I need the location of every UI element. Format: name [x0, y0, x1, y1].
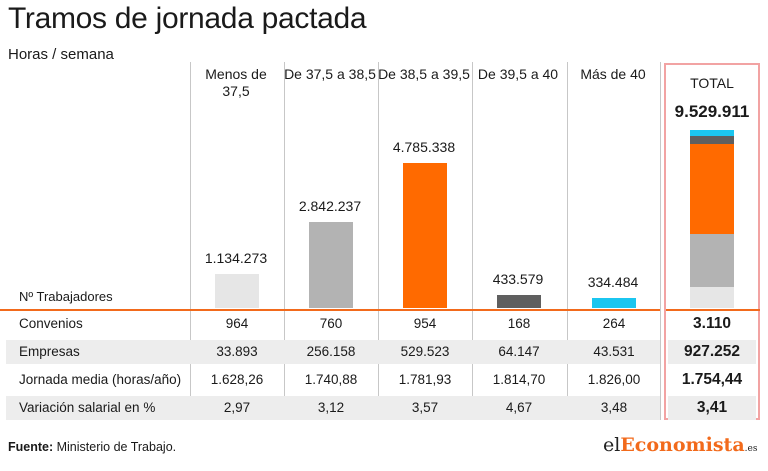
bar-value-label: 1.134.273 [204, 249, 268, 266]
row-label: Variación salarial en % [19, 400, 156, 415]
bar-1 [215, 273, 259, 308]
baseline-total [666, 309, 760, 311]
table-cell: 529.523 [380, 340, 470, 364]
table-cell: 2,97 [192, 396, 282, 420]
column-header: De 37,5 a 38,5 [284, 66, 376, 82]
column-separator [378, 62, 379, 420]
column-header: De 39,5 a 40 [477, 66, 559, 82]
column-header: De 38,5 a 39,5 [378, 66, 470, 82]
table-cell: 264 [602, 316, 626, 331]
source-note: Fuente: Ministerio de Trabajo. [8, 440, 177, 454]
table-cell: 1.826,00 [587, 372, 641, 387]
bar-value-label: 433.579 [492, 270, 544, 287]
bar-value-label: 2.842.237 [298, 197, 362, 214]
table-cell: 1.814,70 [492, 372, 546, 387]
bar-5 [592, 297, 636, 308]
table-total-cell: 3.110 [693, 315, 731, 332]
row-label: Jornada media (horas/año) [19, 372, 182, 387]
total-bar-segment [690, 130, 734, 137]
total-column-header: TOTAL [690, 75, 734, 91]
total-bar-segment [690, 144, 734, 234]
table-cell: 4,67 [474, 396, 564, 420]
bar-value-label: 334.484 [587, 273, 639, 290]
table-cell: 3,12 [286, 396, 376, 420]
table-cell: 760 [319, 316, 343, 331]
column-header: Menos de 37,5 [205, 66, 267, 99]
column-separator [567, 62, 568, 420]
chart-subtitle: Horas / semana [8, 46, 114, 63]
bar-2 [309, 221, 353, 308]
baseline [0, 309, 660, 311]
bar-4 [497, 294, 541, 308]
column-separator [660, 62, 661, 420]
table-cell: 256.158 [286, 340, 376, 364]
total-bar-segment [690, 286, 734, 308]
bar-value-label: 4.785.338 [392, 139, 456, 155]
table-cell: 3,48 [569, 396, 659, 420]
table-total-cell: 1.754,44 [681, 371, 743, 388]
table-cell: 168 [507, 316, 531, 331]
table-cell: 1.781,93 [398, 372, 452, 387]
table-cell: 1.628,26 [210, 372, 264, 387]
column-separator [472, 62, 473, 420]
column-separator [190, 62, 191, 420]
chart-title: Tramos de jornada pactada [8, 2, 367, 35]
table-cell: 33.893 [192, 340, 282, 364]
table-total-cell: 3,41 [668, 396, 756, 420]
column-header: Más de 40 [580, 66, 646, 82]
column-separator [284, 62, 285, 420]
total-bar-segment [690, 136, 734, 145]
table-cell: 3,57 [380, 396, 470, 420]
row-label: Empresas [19, 344, 80, 359]
publisher-logo: elEconomista.es [603, 434, 758, 456]
workers-row-label: Nº Trabajadores [19, 289, 113, 304]
table-cell: 954 [413, 316, 437, 331]
table-cell: 43.531 [569, 340, 659, 364]
table-cell: 64.147 [474, 340, 564, 364]
table-total-cell: 927.252 [668, 340, 756, 364]
row-label: Convenios [19, 316, 83, 331]
table-cell: 964 [225, 316, 249, 331]
table-cell: 1.740,88 [304, 372, 358, 387]
bar-3 [403, 163, 447, 308]
total-workers-label: 9.529.911 [674, 102, 750, 121]
total-bar-segment [690, 233, 734, 287]
